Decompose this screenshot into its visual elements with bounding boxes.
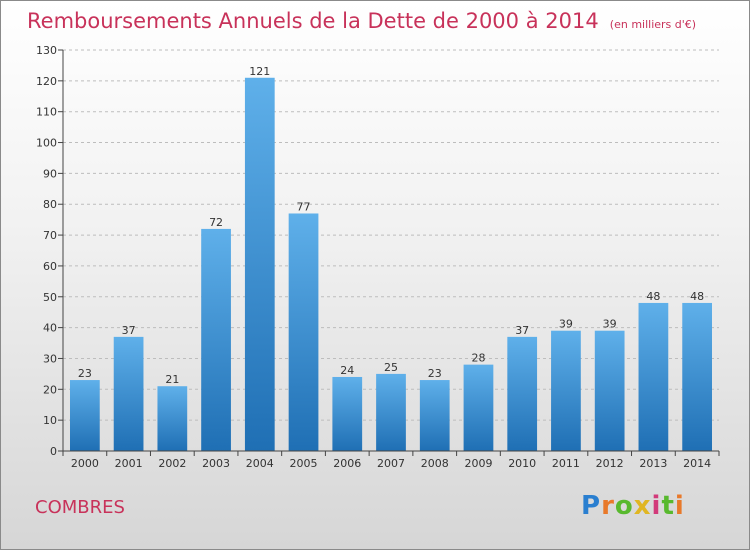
bar-2002 (157, 386, 188, 451)
data-label: 23 (78, 367, 92, 380)
data-label: 48 (646, 290, 660, 303)
x-tick-label: 2013 (639, 457, 667, 470)
x-tick-label: 2012 (596, 457, 624, 470)
bar-2005 (288, 213, 319, 451)
x-tick-label: 2009 (464, 457, 492, 470)
bar-2011 (551, 330, 581, 451)
proxiti-logo: Proxiti (581, 491, 685, 521)
data-label: 77 (297, 200, 311, 213)
y-tick-label: 30 (43, 352, 57, 365)
y-tick-label: 40 (43, 322, 57, 335)
bar-2001 (113, 336, 144, 451)
x-tick-label: 2000 (71, 457, 99, 470)
chart-unit: (en milliers d'€) (609, 18, 697, 31)
data-label: 48 (690, 290, 704, 303)
commune-name: COMBRES (35, 497, 125, 518)
y-tick-label: 130 (36, 44, 57, 57)
y-tick-label: 100 (36, 137, 57, 150)
data-label: 24 (340, 364, 354, 377)
chart-header: Remboursements Annuels de la Dette de 20… (27, 9, 696, 33)
chart-title: Remboursements Annuels de la Dette de 20… (27, 9, 599, 33)
y-tick-label: 20 (43, 383, 57, 396)
x-tick-label: 2002 (158, 457, 186, 470)
bar-2006 (332, 376, 363, 451)
y-tick-label: 90 (43, 167, 57, 180)
bar-2014 (682, 302, 713, 451)
x-tick-label: 2010 (508, 457, 536, 470)
x-tick-label: 2005 (290, 457, 318, 470)
y-tick-label: 70 (43, 229, 57, 242)
data-label: 37 (122, 324, 136, 337)
y-tick-label: 60 (43, 260, 57, 273)
x-tick-label: 2008 (421, 457, 449, 470)
bar-2013 (638, 302, 669, 451)
data-label: 39 (559, 318, 573, 331)
bar-2000 (69, 380, 100, 451)
data-label: 25 (384, 361, 398, 374)
data-label: 72 (209, 216, 223, 229)
y-tick-label: 10 (43, 414, 57, 427)
y-tick-label: 50 (43, 291, 57, 304)
bar-2012 (594, 330, 625, 451)
bar-2007 (376, 373, 406, 451)
data-label: 21 (165, 373, 179, 386)
x-tick-label: 2001 (115, 457, 143, 470)
bar-2008 (419, 380, 450, 451)
bar-2010 (507, 336, 538, 451)
y-tick-label: 80 (43, 198, 57, 211)
data-label: 28 (471, 352, 485, 365)
x-tick-label: 2004 (246, 457, 274, 470)
y-tick-label: 120 (36, 75, 57, 88)
data-label: 37 (515, 324, 529, 337)
x-tick-label: 2006 (333, 457, 361, 470)
x-tick-label: 2014 (683, 457, 711, 470)
x-tick-label: 2003 (202, 457, 230, 470)
bar-2004 (244, 77, 275, 451)
data-label: 39 (603, 318, 617, 331)
data-label: 23 (428, 367, 442, 380)
data-label: 121 (249, 65, 270, 78)
y-tick-label: 0 (50, 445, 57, 458)
bar-2003 (201, 228, 231, 451)
bar-2009 (463, 364, 494, 451)
y-tick-label: 110 (36, 106, 57, 119)
x-tick-label: 2007 (377, 457, 405, 470)
x-tick-label: 2011 (552, 457, 580, 470)
